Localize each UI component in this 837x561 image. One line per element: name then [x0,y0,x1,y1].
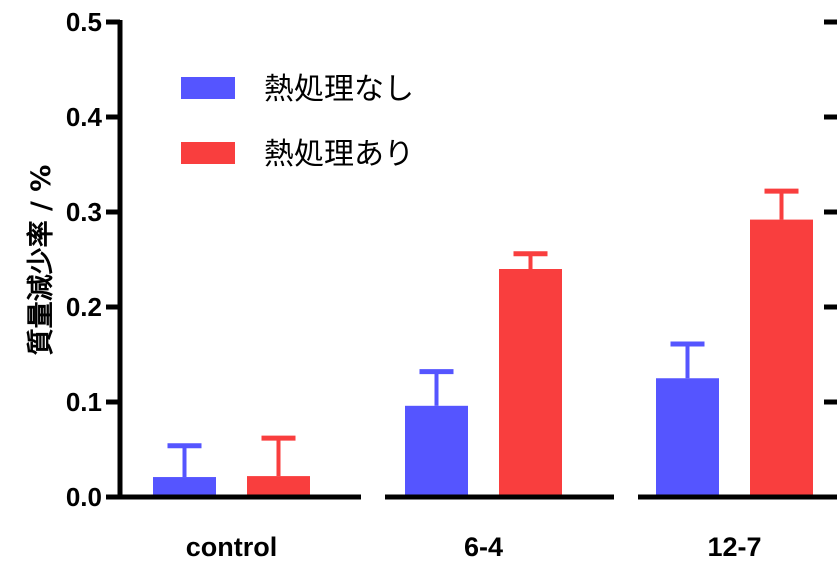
y-tick-label-0.4: 0.4 [66,102,103,132]
y-tick-label-0.2: 0.2 [66,292,102,322]
axes-layer: control 6-4 12-7 0.0 0.1 0.2 0.3 0.4 0.5 [66,7,837,561]
bar-12-7-series-1 [750,219,813,497]
bar-6-4-series-1 [499,269,562,497]
bars-layer [153,219,813,497]
x-tick-label-12-7: 12-7 [707,532,761,561]
legend-swatch-1 [181,142,235,164]
y-tick-label-0.5: 0.5 [66,7,102,37]
x-tick-label-control: control [186,532,278,561]
x-tick-label-6-4: 6-4 [464,532,503,561]
legend-label-0: 熱処理なし [264,72,414,107]
y-axis-label: 質量減少率 / % [25,165,57,356]
error-bars-layer [167,188,799,478]
bar-6-4-series-0 [405,405,468,497]
bar-control-series-0 [153,477,216,497]
legend-label-1: 熱処理あり [264,137,414,172]
legend-swatch-0 [181,77,235,99]
bar-control-series-1 [247,476,310,497]
bar-12-7-series-0 [656,378,719,497]
y-tick-label-0.1: 0.1 [66,387,102,417]
y-tick-label-0.3: 0.3 [66,197,102,227]
y-tick-label-0.0: 0.0 [66,482,102,512]
